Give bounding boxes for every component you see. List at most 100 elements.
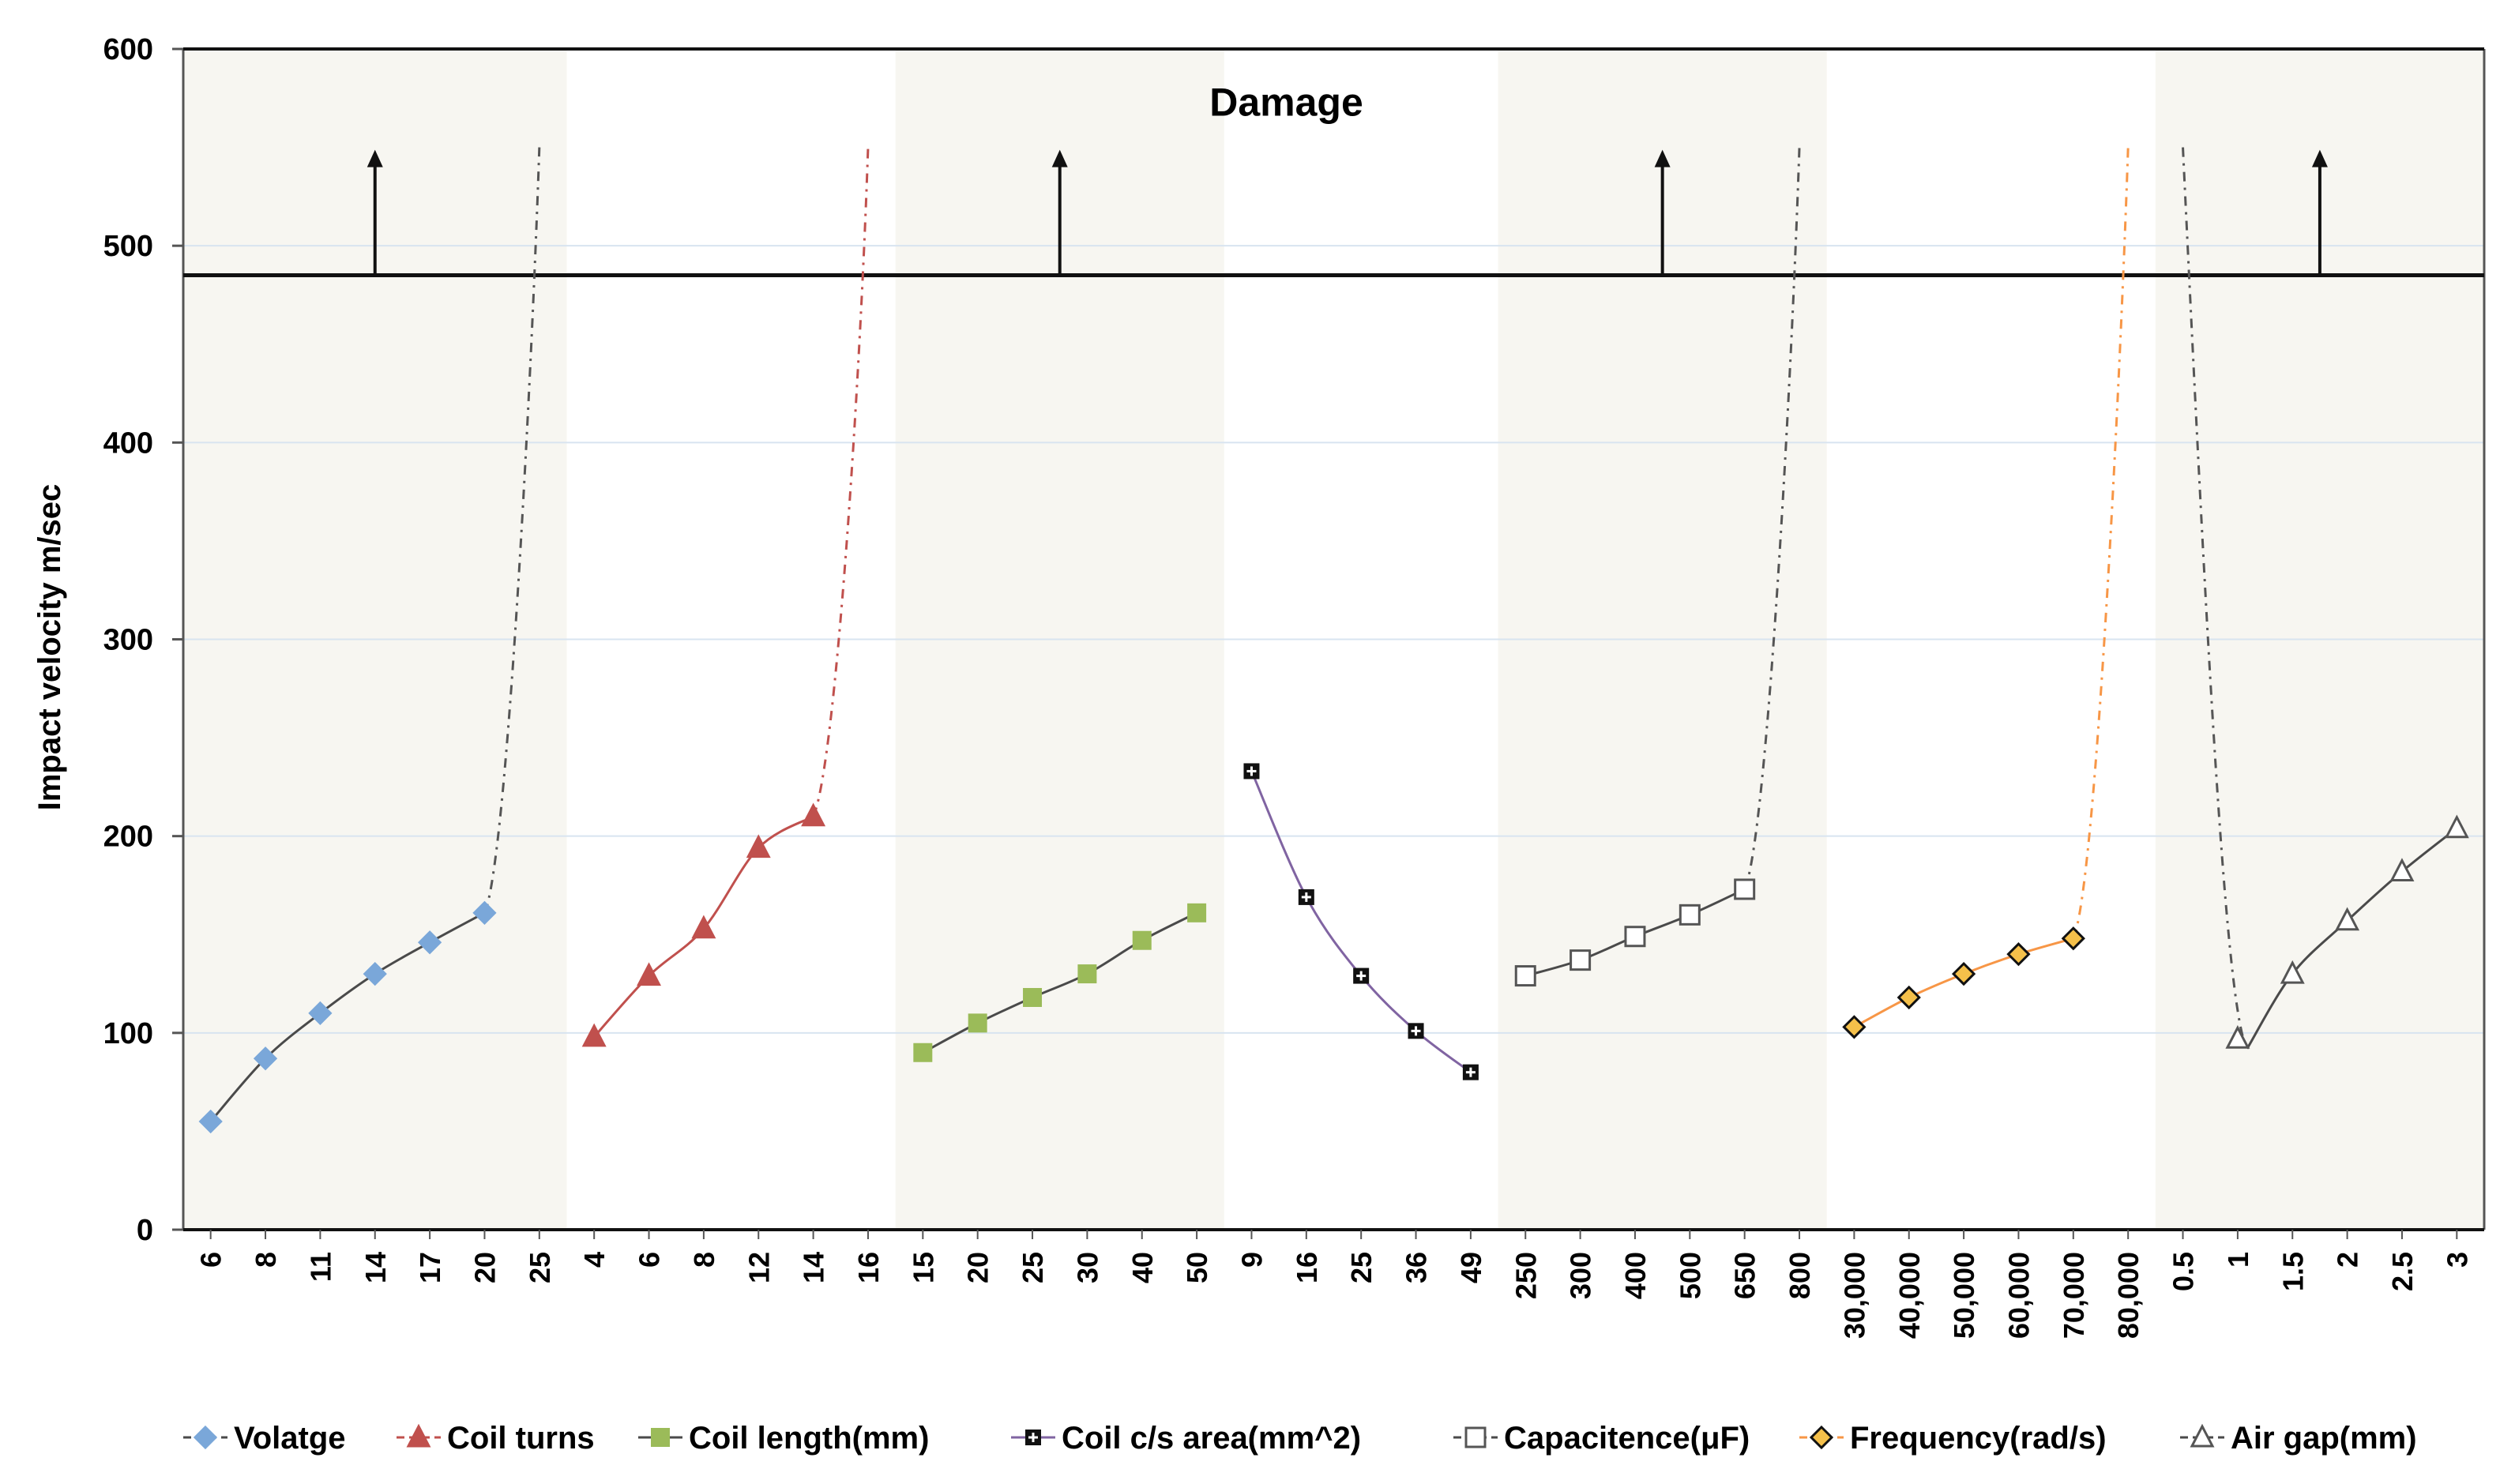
data-point bbox=[2335, 907, 2360, 931]
y-tick-label: 100 bbox=[103, 1017, 153, 1050]
x-tick-label: 1.5 bbox=[2276, 1252, 2309, 1291]
data-point bbox=[581, 1023, 607, 1047]
y-axis-title: Impact velocity m/sec bbox=[32, 484, 67, 811]
x-tick-label: 60,000 bbox=[2002, 1252, 2035, 1339]
series-group bbox=[198, 147, 2469, 1134]
data-point bbox=[1353, 967, 1370, 984]
x-tick-label: 80,000 bbox=[2112, 1252, 2145, 1339]
series-4 bbox=[1243, 763, 1479, 1080]
y-tick-label: 600 bbox=[103, 33, 153, 66]
x-tick-label: 8 bbox=[688, 1252, 720, 1268]
data-point bbox=[1514, 965, 1536, 987]
data-point bbox=[1951, 961, 1976, 986]
y-tick-label: 200 bbox=[103, 821, 153, 854]
data-point bbox=[1077, 964, 1097, 984]
data-point bbox=[363, 961, 387, 986]
data-point bbox=[1679, 904, 1701, 926]
damage-arrow-head bbox=[1051, 149, 1068, 167]
data-point bbox=[1570, 949, 1592, 971]
data-point bbox=[637, 962, 662, 986]
damage-region: Damage bbox=[183, 81, 2484, 278]
extrapolation-line bbox=[812, 147, 870, 817]
legend-label: Capacitence(μF) bbox=[1504, 1421, 1750, 1456]
legend-item: Volatge bbox=[183, 1421, 346, 1456]
x-tick-label: 12 bbox=[742, 1252, 775, 1283]
legend-item: Coil length(mm) bbox=[638, 1421, 929, 1456]
data-point bbox=[1624, 926, 1646, 948]
legend-label: Coil length(mm) bbox=[689, 1421, 929, 1456]
data-point bbox=[746, 834, 771, 858]
x-tick-label: 650 bbox=[1729, 1252, 1761, 1299]
x-tick-label: 400 bbox=[1619, 1252, 1652, 1299]
data-point bbox=[1023, 987, 1043, 1007]
x-tick-label: 500 bbox=[1674, 1252, 1706, 1299]
x-tick-label: 14 bbox=[359, 1252, 392, 1283]
data-point bbox=[1809, 1425, 1834, 1450]
data-point bbox=[1025, 1430, 1041, 1445]
extrapolation-line bbox=[2072, 147, 2130, 939]
x-tick-label: 15 bbox=[907, 1252, 939, 1283]
x-tick-label: 36 bbox=[1400, 1252, 1433, 1283]
legend-label: Air gap(mm) bbox=[2231, 1421, 2417, 1456]
x-tick-label: 4 bbox=[578, 1252, 611, 1268]
data-point bbox=[1464, 1426, 1487, 1448]
x-tick-label: 20 bbox=[962, 1252, 994, 1283]
data-point bbox=[417, 930, 442, 955]
x-tick-label: 2.5 bbox=[2386, 1252, 2419, 1291]
data-point bbox=[1187, 903, 1207, 922]
y-axis-ticks: 0 100 200 300 400 500 600 bbox=[103, 33, 183, 1247]
x-tick-label: 16 bbox=[1291, 1252, 1323, 1283]
series-1 bbox=[198, 147, 541, 1134]
data-point bbox=[1408, 1023, 1424, 1039]
x-tick-label: 40,000 bbox=[1893, 1252, 1926, 1339]
x-tick-label: 17 bbox=[414, 1252, 446, 1283]
legend-label: Volatge bbox=[234, 1421, 346, 1456]
x-axis-ticks: 6 8 11 14 17 20 25 4 6 8 12 14 16 15 20 25 30 40 50 9 16 25 36… bbox=[195, 1230, 2473, 1339]
x-tick-label: 25 bbox=[1345, 1252, 1378, 1283]
x-tick-label: 0.5 bbox=[2167, 1252, 2200, 1291]
y-tick-label: 400 bbox=[103, 426, 153, 460]
data-point bbox=[1462, 1064, 1479, 1080]
y-tick-label: 300 bbox=[103, 624, 153, 657]
data-point bbox=[2225, 1025, 2250, 1049]
data-point bbox=[198, 1109, 223, 1134]
x-tick-label: 800 bbox=[1784, 1252, 1816, 1299]
y-tick-label: 0 bbox=[137, 1214, 153, 1247]
legend-item: Coil c/s area(mm^2) bbox=[1011, 1421, 1361, 1456]
series-3 bbox=[913, 903, 1207, 1062]
x-tick-label: 1 bbox=[2222, 1252, 2254, 1268]
legend-label: Frequency(rad/s) bbox=[1850, 1421, 2107, 1456]
data-point bbox=[1842, 1015, 1867, 1039]
legend-label: Coil c/s area(mm^2) bbox=[1062, 1421, 1361, 1456]
data-point bbox=[472, 900, 497, 925]
data-point bbox=[308, 1001, 333, 1026]
x-tick-label: 70,000 bbox=[2058, 1252, 2090, 1339]
data-point bbox=[801, 802, 826, 827]
data-point bbox=[2006, 942, 2031, 967]
legend: Volatge Coil turns Coil length(mm) Coil c/s… bbox=[183, 1421, 2417, 1456]
data-point bbox=[1298, 889, 1314, 905]
data-point bbox=[1243, 763, 1260, 780]
x-tick-label: 3 bbox=[2441, 1252, 2473, 1268]
series-7 bbox=[2182, 147, 2469, 1050]
x-tick-label: 16 bbox=[852, 1252, 885, 1283]
series-line bbox=[1250, 770, 1472, 1073]
x-tick-label: 50 bbox=[1181, 1252, 1213, 1283]
x-tick-label: 30,000 bbox=[1838, 1252, 1870, 1339]
x-tick-label: 8 bbox=[250, 1252, 282, 1268]
x-tick-label: 50,000 bbox=[1948, 1252, 1980, 1339]
data-point bbox=[2280, 960, 2305, 984]
data-point bbox=[2389, 858, 2415, 882]
data-point bbox=[2190, 1423, 2215, 1448]
legend-item: Coil turns bbox=[397, 1421, 595, 1456]
data-point bbox=[1734, 878, 1756, 900]
damage-arrow-head bbox=[1654, 149, 1671, 167]
x-tick-label: 9 bbox=[1235, 1252, 1268, 1268]
damage-arrow-head bbox=[367, 149, 383, 167]
data-point bbox=[1897, 985, 1921, 1010]
data-point bbox=[651, 1428, 670, 1447]
data-point bbox=[2061, 926, 2085, 951]
x-tick-label: 11 bbox=[304, 1252, 336, 1282]
data-point bbox=[913, 1043, 933, 1062]
